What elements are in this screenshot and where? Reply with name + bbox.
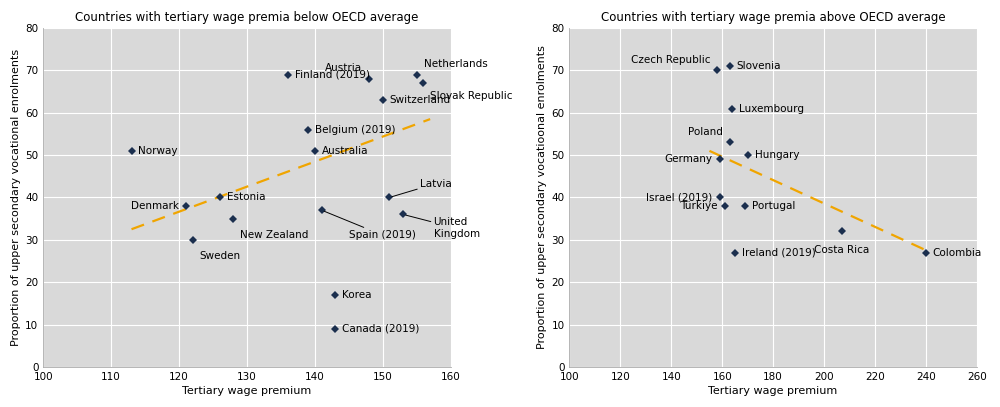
Text: Poland: Poland	[688, 127, 723, 137]
Text: Colombia: Colombia	[933, 247, 982, 258]
Text: Portugal: Portugal	[752, 201, 795, 211]
Text: Slovenia: Slovenia	[737, 61, 781, 71]
Text: Switzerland: Switzerland	[390, 95, 451, 105]
Text: Estonia: Estonia	[227, 193, 265, 202]
Text: Slovak Republic: Slovak Republic	[430, 92, 513, 101]
Text: Sweden: Sweden	[200, 251, 241, 261]
Text: Belgium (2019): Belgium (2019)	[315, 125, 395, 135]
Y-axis label: Proportion of upper secondary vocatioonal enrolments: Proportion of upper secondary vocatioona…	[537, 46, 547, 349]
Y-axis label: Proportion of upper secondary vocational enrolments: Proportion of upper secondary vocational…	[11, 49, 21, 346]
Text: Finland (2019): Finland (2019)	[295, 70, 370, 80]
Text: Korea: Korea	[342, 290, 372, 300]
Text: Ireland (2019): Ireland (2019)	[742, 247, 816, 258]
Text: New Zealand: New Zealand	[240, 230, 309, 240]
Title: Countries with tertiary wage premia below OECD average: Countries with tertiary wage premia belo…	[75, 11, 419, 24]
Text: Norway: Norway	[138, 146, 178, 156]
X-axis label: Tertiary wage premium: Tertiary wage premium	[182, 386, 312, 396]
Text: Canada (2019): Canada (2019)	[342, 324, 419, 334]
Text: Austria: Austria	[325, 63, 362, 73]
Text: Netherlands: Netherlands	[424, 59, 487, 69]
Text: Czech Republic: Czech Republic	[631, 55, 710, 65]
Text: Spain (2019): Spain (2019)	[324, 211, 416, 240]
Text: United
Kingdom: United Kingdom	[406, 215, 480, 239]
Text: Costa Rica: Costa Rica	[814, 245, 869, 255]
Text: Germany: Germany	[665, 154, 713, 164]
Text: Luxembourg: Luxembourg	[739, 103, 804, 114]
Text: Australia: Australia	[322, 146, 368, 156]
Text: Denmark: Denmark	[131, 201, 179, 211]
Text: Türkiye: Türkiye	[680, 201, 718, 211]
Text: Latvia: Latvia	[392, 179, 452, 197]
Text: Israel (2019): Israel (2019)	[646, 193, 713, 202]
Title: Countries with tertiary wage premia above OECD average: Countries with tertiary wage premia abov…	[601, 11, 945, 24]
X-axis label: Tertiary wage premium: Tertiary wage premium	[708, 386, 838, 396]
Text: Hungary: Hungary	[755, 150, 799, 160]
